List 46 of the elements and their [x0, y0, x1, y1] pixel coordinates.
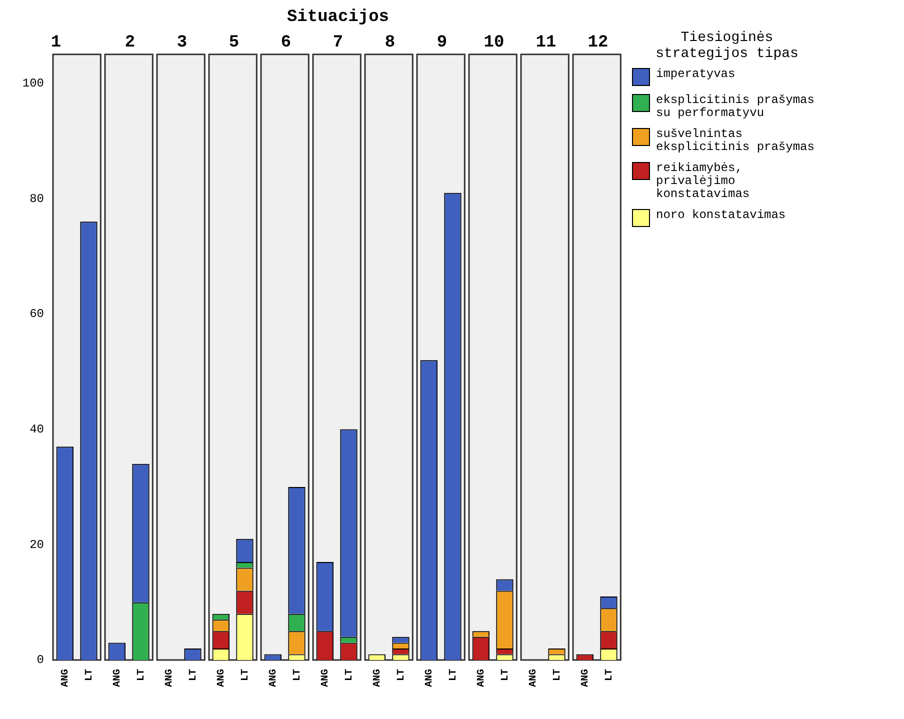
legend-label: noro konstatavimas [656, 208, 786, 222]
y-tick-label: 60 [30, 307, 44, 322]
x-tick-label: ANG [320, 668, 332, 688]
x-tick-label: LT [604, 668, 616, 682]
chart-title: 9 [436, 33, 448, 52]
x-tick-label: LT [292, 668, 304, 682]
text: Situacijos [286, 8, 390, 27]
y-tick-label: 20 [30, 538, 44, 552]
x-tick-label: ANG [476, 668, 488, 688]
y-tick-label: 40 [30, 422, 44, 436]
x-tick-label: ANG [372, 668, 384, 688]
chart-title: 5 [228, 33, 240, 52]
x-tick-label: ANG [164, 668, 176, 688]
legend-label: eksplicitinis prašymas su performatyvu [656, 93, 816, 120]
chart-title: 3 [176, 33, 188, 52]
x-tick-label: LT [84, 668, 96, 682]
chart-title: 1 [50, 33, 62, 52]
chart-title: 10 [484, 33, 504, 52]
x-tick-label: LT [188, 668, 200, 682]
legend-title: Tiesioginės strategijos tipas [654, 30, 800, 62]
x-tick-label: LT [240, 668, 252, 682]
x-tick-label: LT [552, 668, 564, 682]
chart-title: 6 [280, 33, 292, 52]
chart-title: 2 [124, 33, 136, 52]
x-tick-label: ANG [528, 668, 540, 688]
legend-label: sušvelnintas eksplicitinis prašymas [656, 127, 816, 154]
x-tick-label: ANG [268, 668, 280, 688]
chart-title: 11 [536, 33, 556, 52]
x-tick-label: LT [396, 668, 408, 682]
x-tick-label: ANG [112, 668, 124, 688]
y-tick-label: 80 [30, 192, 44, 206]
y-tick-label: 100 [22, 76, 44, 90]
legend-label: imperatyvas [656, 67, 736, 81]
x-tick-label: LT [136, 668, 148, 682]
x-tick-label: LT [344, 668, 356, 682]
chart-title: 8 [384, 33, 396, 52]
chart-title: 7 [332, 33, 344, 52]
x-tick-label: LT [500, 668, 512, 682]
x-tick-label: ANG [580, 668, 592, 688]
legend-label: reikiamybės, privalėjimo konstatavimas [656, 161, 751, 201]
x-tick-label: ANG [424, 668, 436, 688]
x-tick-label: LT [448, 668, 460, 682]
chart-title: 12 [588, 33, 608, 52]
x-tick-label: ANG [216, 668, 228, 688]
y-tick-label: 0 [36, 653, 44, 668]
x-tick-label: ANG [60, 668, 72, 688]
